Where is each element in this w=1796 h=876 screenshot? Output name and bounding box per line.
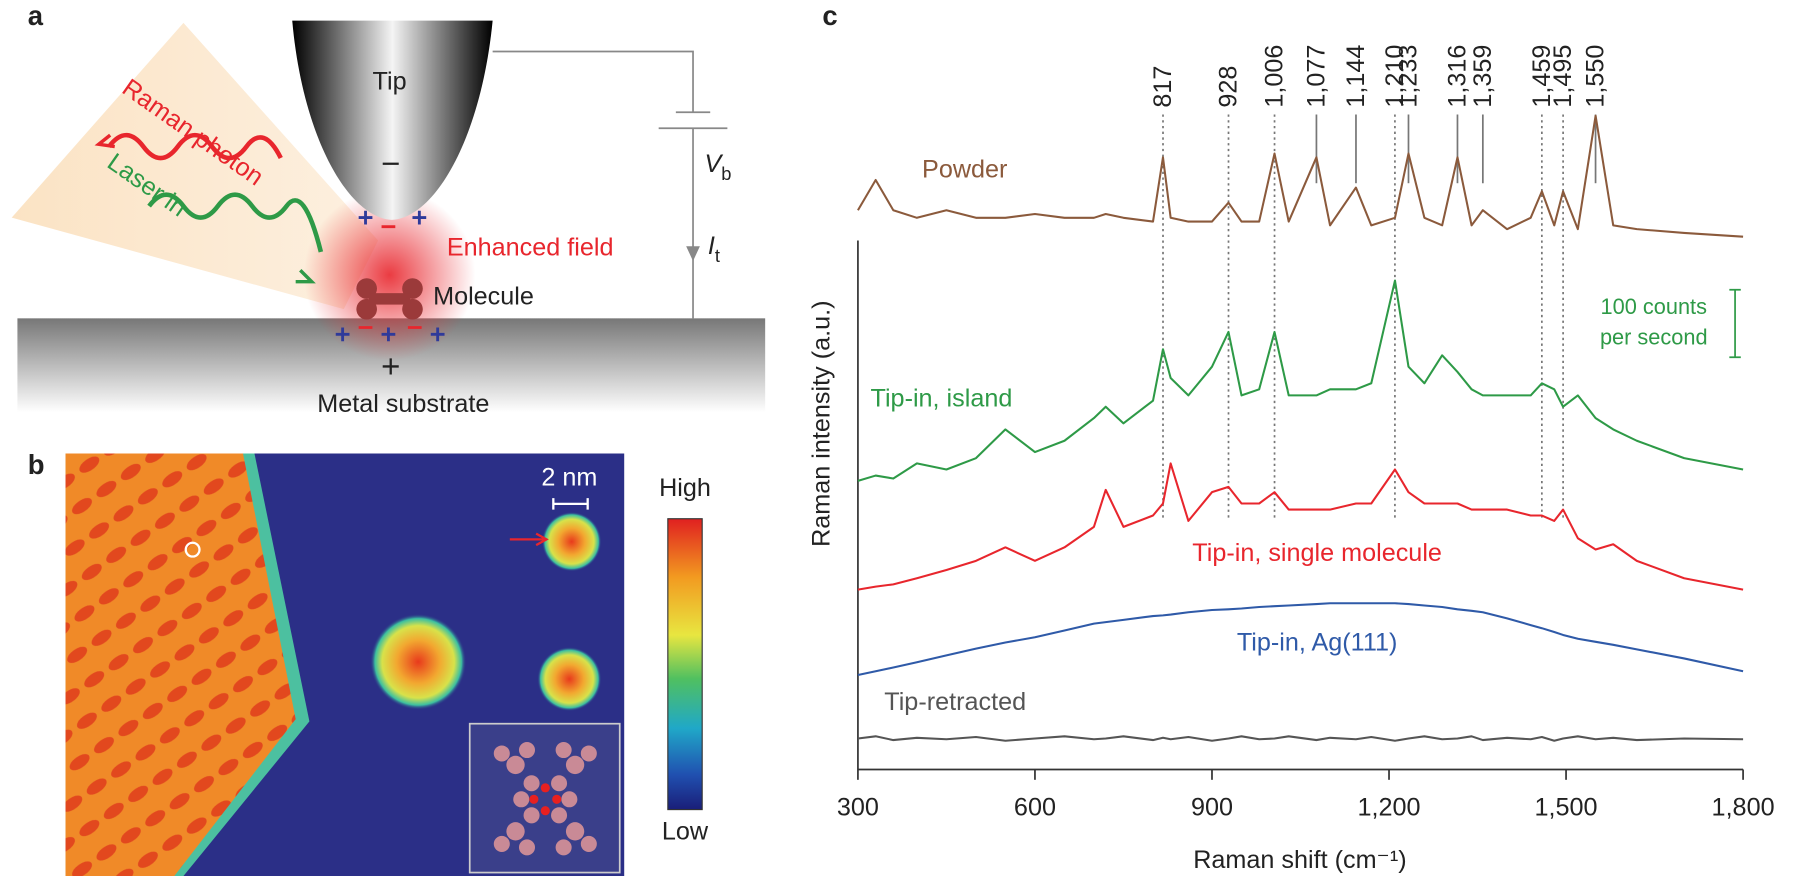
molecule-icon [356,278,423,320]
panel-b: b 2 nm High Low [28,449,711,876]
panel-label: b [28,449,45,480]
series-label: Powder [922,155,1007,183]
tip [292,20,493,220]
peak-label: 1,359 [1469,45,1497,108]
molecule-label: Molecule [433,283,534,311]
colorbar [667,518,703,811]
panel-label: c [822,0,837,31]
laser-beam [11,22,379,310]
intensity-scale-bar [1729,288,1741,359]
bias-label: Vb [704,150,731,184]
peak-label: 1,006 [1261,45,1289,108]
spectrum [857,462,1744,591]
current-symbol: I [708,232,715,260]
raman-wave [107,132,283,161]
tip-label: Tip [373,67,407,95]
series-label: Tip-in, single molecule [1192,539,1442,567]
peak-label: 1,495 [1549,45,1577,108]
x-tick-label: 1,800 [1712,793,1775,821]
peak-label: 1,210 [1381,45,1409,108]
peak-label: 1,550 [1582,45,1610,108]
peak-label: 1,316 [1443,45,1471,108]
tip-position [184,541,201,558]
x-tick-label: 900 [1191,793,1233,821]
scale-bar-label: 2 nm [541,464,597,492]
substrate-label: Metal substrate [317,390,489,418]
x-tick-label: 300 [837,793,879,821]
spectrum [857,114,1744,238]
laser-wave [147,192,324,253]
peak-label: 1,459 [1528,45,1556,108]
enhanced-field-glow [303,188,476,361]
spectrum [857,735,1744,742]
panel-label: a [28,0,44,31]
x-axis-title: Raman shift (cm⁻¹) [1193,846,1406,874]
series-label: Tip-in, island [871,385,1013,413]
peak-label: 928 [1215,66,1243,108]
bias-subscript: b [721,163,731,184]
panel-c: c Raman shift (cm⁻¹) Raman intensity (a.… [807,0,1774,874]
spectrum [857,602,1744,677]
scale-bar [552,498,589,510]
enhanced-field-label: Enhanced field [447,233,614,261]
scale-bar-text: per second [1600,325,1708,350]
charges-plus [335,210,445,342]
scale-bar-text: 100 counts [1601,294,1708,319]
colorbar-low: Low [662,817,709,845]
charges-minus [358,225,422,329]
laser-arrow [295,269,316,284]
colorbar-high: High [659,474,711,502]
x-tick-label: 600 [1014,793,1056,821]
current-label: It [708,232,720,266]
x-tick-label: 1,200 [1358,793,1421,821]
series-label: Tip-retracted [884,688,1026,716]
spectrum [857,279,1744,482]
panel-a: a Tip Raman photon Laser in Enhanced fie… [11,0,766,418]
x-tick-label: 1,500 [1535,793,1598,821]
peak-label: 1,144 [1342,45,1370,108]
current-arrow [686,246,700,262]
bias-symbol: V [704,150,723,178]
arrow [509,532,549,547]
y-axis-title: Raman intensity (a.u.) [807,300,835,546]
series-label: Tip-in, Ag(111) [1237,628,1398,656]
signs [382,162,399,375]
raman-arrow [94,133,115,149]
peak-label: 1,233 [1395,45,1423,108]
peak-label: 1,077 [1302,45,1330,108]
inset [468,722,621,874]
peak-label: 817 [1149,66,1177,108]
current-subscript: t [715,245,720,266]
circuit [492,50,728,319]
